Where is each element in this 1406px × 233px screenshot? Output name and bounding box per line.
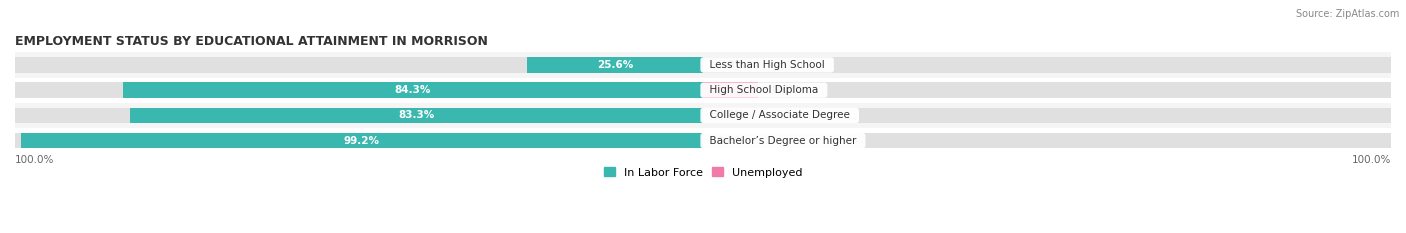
Bar <box>15 82 703 98</box>
Text: High School Diploma: High School Diploma <box>703 85 825 95</box>
Text: 100.0%: 100.0% <box>15 155 55 165</box>
Text: Bachelor’s Degree or higher: Bachelor’s Degree or higher <box>703 136 863 146</box>
Text: 83.3%: 83.3% <box>398 110 434 120</box>
Text: Source: ZipAtlas.com: Source: ZipAtlas.com <box>1295 9 1399 19</box>
Bar <box>15 57 703 73</box>
Text: 0.0%: 0.0% <box>717 136 745 146</box>
Text: 100.0%: 100.0% <box>1351 155 1391 165</box>
Text: 0.0%: 0.0% <box>717 60 745 70</box>
Bar <box>703 133 1391 148</box>
Text: College / Associate Degree: College / Associate Degree <box>703 110 856 120</box>
Bar <box>527 57 703 73</box>
Bar <box>703 82 1391 98</box>
Bar <box>703 108 1391 123</box>
Bar <box>15 78 1391 103</box>
Bar <box>15 52 1391 78</box>
Bar <box>122 82 703 98</box>
Text: 8.0%: 8.0% <box>772 85 801 95</box>
Text: 25.6%: 25.6% <box>596 60 633 70</box>
Bar <box>15 133 703 148</box>
Text: 84.3%: 84.3% <box>395 85 432 95</box>
Text: EMPLOYMENT STATUS BY EDUCATIONAL ATTAINMENT IN MORRISON: EMPLOYMENT STATUS BY EDUCATIONAL ATTAINM… <box>15 35 488 48</box>
Bar <box>15 108 703 123</box>
Text: 99.2%: 99.2% <box>343 136 380 146</box>
Text: Less than High School: Less than High School <box>703 60 831 70</box>
Bar <box>703 57 1391 73</box>
Bar <box>21 133 703 148</box>
Bar <box>15 128 1391 153</box>
Bar <box>15 103 1391 128</box>
Text: 0.0%: 0.0% <box>717 110 745 120</box>
Bar <box>703 82 758 98</box>
Legend: In Labor Force, Unemployed: In Labor Force, Unemployed <box>599 163 807 182</box>
Bar <box>129 108 703 123</box>
